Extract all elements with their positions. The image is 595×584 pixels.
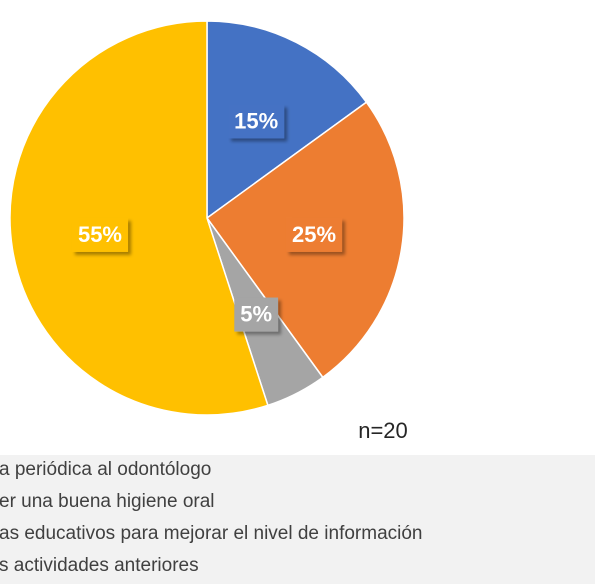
data-label-text: 25% — [292, 222, 336, 247]
data-label: 15% — [228, 104, 285, 139]
data-label-text: 15% — [234, 108, 278, 133]
pie-slice — [9, 20, 269, 416]
data-label-box — [285, 217, 343, 252]
legend-entry: a periódica al odontólogo — [0, 459, 211, 480]
legend-entry: s actividades anteriores — [0, 555, 199, 576]
legend-background — [0, 455, 595, 584]
data-label-box — [71, 217, 129, 252]
legend-entry: as educativos para mejorar el nivel de i… — [0, 523, 423, 544]
data-label: 25% — [285, 217, 343, 252]
pie-slice — [206, 20, 368, 220]
annotation: n=20 — [358, 418, 408, 443]
legend-entry: er una buena higiene oral — [0, 491, 215, 512]
data-label: 5% — [234, 297, 279, 332]
data-label-box — [228, 104, 285, 139]
data-label-text: 55% — [78, 222, 122, 247]
data-label-box — [234, 297, 279, 332]
data-label: 55% — [71, 217, 129, 252]
data-label-text: 5% — [240, 301, 272, 326]
